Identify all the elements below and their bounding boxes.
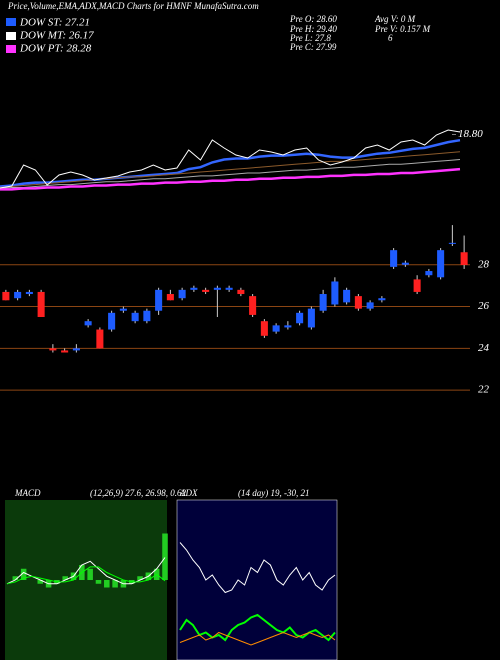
info: Pre L: 27.8 xyxy=(289,33,331,43)
series-line xyxy=(0,138,461,188)
info: Avg V: 0 M xyxy=(374,14,416,24)
candle-body xyxy=(143,310,151,322)
candle-body xyxy=(96,329,104,349)
series-line xyxy=(0,159,461,189)
y-tick-label: 28 xyxy=(478,258,490,270)
candle-body xyxy=(131,312,139,322)
candle-body xyxy=(119,308,127,311)
candle-body xyxy=(437,250,445,278)
candle-body xyxy=(14,291,22,299)
page-title: Price,Volume,EMA,ADX,MACD Charts for HMN… xyxy=(7,1,259,11)
series-line xyxy=(0,151,461,188)
info: 6 xyxy=(388,33,393,43)
histogram-bar xyxy=(137,576,143,580)
series-line xyxy=(179,542,336,594)
candle-body xyxy=(448,242,456,244)
candle-body xyxy=(178,289,186,299)
candle-body xyxy=(378,298,386,301)
candle-body xyxy=(272,325,280,332)
candle-body xyxy=(202,289,210,292)
legend-entry: DOW PT: 28.28 xyxy=(19,43,92,55)
histogram-bar xyxy=(37,580,44,584)
candle-body xyxy=(166,294,174,301)
candle-body xyxy=(401,262,409,265)
candle-body xyxy=(284,325,292,328)
candle-body xyxy=(72,348,80,351)
candle-body xyxy=(225,287,233,290)
candle-body xyxy=(2,291,10,301)
y-tick-label: 26 xyxy=(478,300,490,312)
histogram-bar xyxy=(87,568,93,580)
panel-subtitle: (12,26,9) 27.6, 26.98, 0.62 xyxy=(90,488,186,498)
y-tick-label: 22 xyxy=(478,384,490,396)
info: Pre V: 0.157 M xyxy=(374,24,431,34)
panel-subtitle: (14 day) 19, -30, 21 xyxy=(238,488,310,498)
legend-swatch xyxy=(6,18,16,26)
candle-body xyxy=(413,279,421,292)
histogram-bar xyxy=(12,576,19,580)
info: Pre C: 27.99 xyxy=(289,42,337,52)
histogram-bar xyxy=(162,533,168,580)
candle-body xyxy=(155,289,163,311)
candle-body xyxy=(237,289,245,295)
y-tick-label: 24 xyxy=(478,342,490,354)
series-line xyxy=(0,167,461,191)
candle-body xyxy=(390,250,398,267)
candle-body xyxy=(249,296,257,315)
candle-body xyxy=(108,312,116,330)
candle-body xyxy=(460,252,468,265)
y-tick-label: 18.80 xyxy=(458,128,483,140)
series-line xyxy=(6,566,166,585)
candle-body xyxy=(331,281,339,305)
candle-body xyxy=(307,308,315,328)
candle-body xyxy=(25,291,33,295)
candle-body xyxy=(260,321,268,336)
panel-title: ADX xyxy=(179,488,198,498)
histogram-bar xyxy=(20,568,27,580)
histogram-bar xyxy=(95,580,102,584)
histogram-bar xyxy=(104,580,110,588)
info: Pre O: 28.60 xyxy=(289,14,337,24)
info: Pre H: 29.40 xyxy=(289,24,337,34)
candle-body xyxy=(296,312,304,324)
candle-body xyxy=(190,287,198,290)
legend-entry: DOW MT: 26.17 xyxy=(19,30,94,42)
candle-body xyxy=(354,296,362,309)
candle-body xyxy=(366,302,374,309)
candle-body xyxy=(37,291,45,317)
legend-swatch xyxy=(6,45,16,53)
candle-body xyxy=(61,350,69,353)
candle-body xyxy=(343,289,351,303)
candle-body xyxy=(49,348,57,351)
candle-body xyxy=(213,287,221,290)
candle-body xyxy=(425,271,433,276)
candle-body xyxy=(84,321,92,326)
panel-title: MACD xyxy=(14,488,41,498)
histogram-bar xyxy=(62,576,68,580)
series-line xyxy=(0,129,461,189)
histogram-bar xyxy=(112,580,118,588)
series-line xyxy=(179,631,336,646)
candle-body xyxy=(319,294,327,311)
legend-entry: DOW ST: 27.21 xyxy=(19,17,90,29)
legend-swatch xyxy=(6,32,16,40)
